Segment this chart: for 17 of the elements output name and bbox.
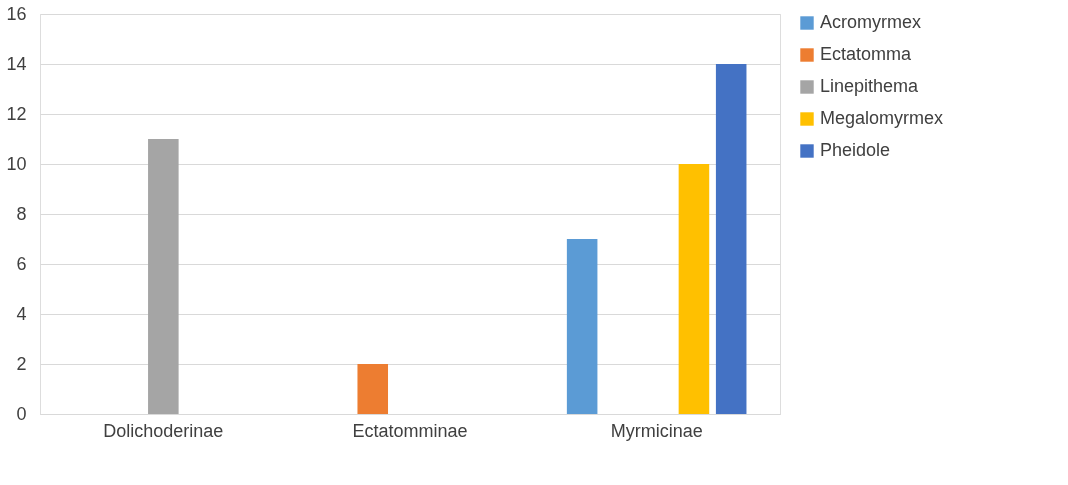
x-tick-label: Ectatomminae	[352, 420, 468, 441]
y-tick-label: 8	[16, 203, 27, 224]
y-tick-label: 12	[6, 103, 27, 124]
x-tick-label: Myrmicinae	[610, 420, 703, 441]
y-tick-label: 2	[16, 353, 27, 374]
legend-label: Pheidole	[820, 140, 891, 160]
y-tick-label: 16	[6, 3, 27, 24]
legend-label: Ectatomma	[820, 44, 913, 64]
legend-label: Acromyrmex	[820, 12, 922, 32]
y-tick-label: 6	[16, 253, 27, 274]
legend-label: Megalomyrmex	[820, 108, 944, 128]
y-tick-label: 14	[6, 53, 27, 74]
y-tick-label: 4	[16, 303, 27, 324]
y-tick-label: 0	[16, 403, 27, 424]
y-tick-label: 10	[6, 153, 27, 174]
x-tick-label: Dolichoderinae	[103, 420, 224, 441]
legend-label: Linepithema	[820, 76, 920, 96]
